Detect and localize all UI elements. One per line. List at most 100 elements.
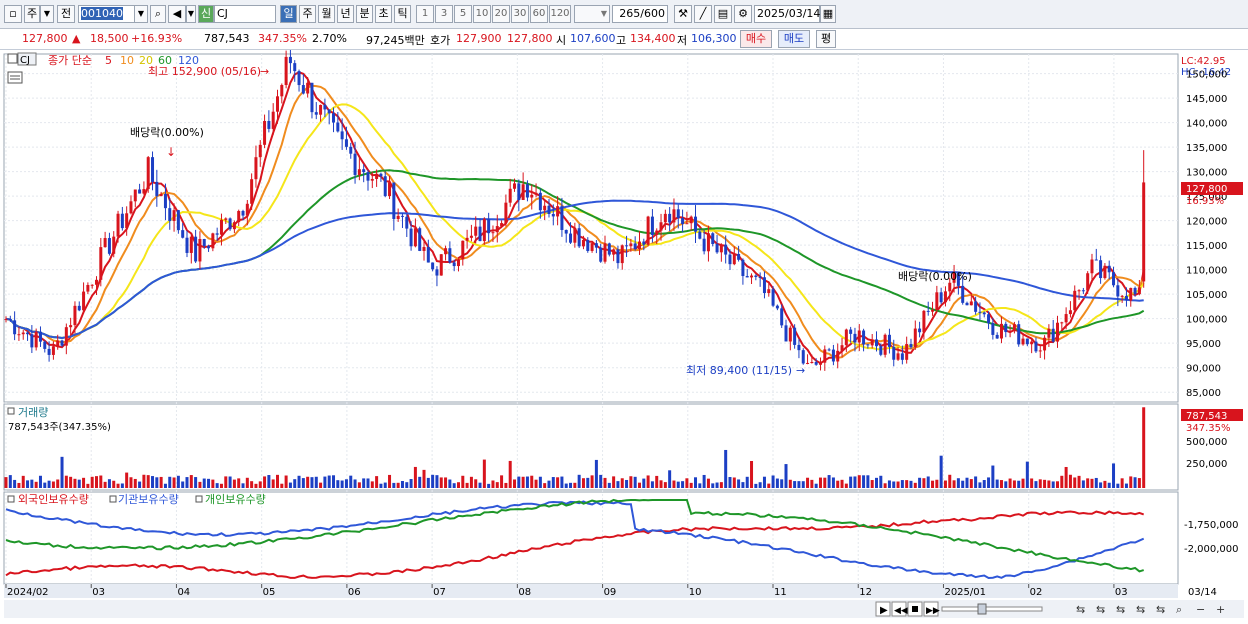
candle: [392, 182, 396, 219]
zoom-slider-handle[interactable]: [977, 603, 987, 615]
volume-bar: [172, 477, 176, 488]
tab-second[interactable]: 초: [375, 5, 392, 23]
count-input[interactable]: 265/600: [612, 5, 668, 23]
interval-select[interactable]: ▼: [574, 5, 610, 23]
tab-year[interactable]: 년: [337, 5, 354, 23]
volume-bar: [745, 476, 749, 488]
scroll-left-icon[interactable]: ⇆: [1076, 603, 1085, 616]
interval-60[interactable]: 60: [530, 5, 548, 23]
toolbar: ▫ 주 ▼ 전 001040 ▼ ⌕ ◀ ▼ 신 CJ 일 주 월 년 분 초 …: [0, 0, 1248, 29]
save-icon[interactable]: ▤: [714, 5, 732, 23]
x-label: 2025/01: [944, 587, 986, 598]
candle: [426, 247, 430, 263]
interval-1[interactable]: 1: [416, 5, 434, 23]
volume-bar: [1068, 474, 1072, 488]
volume-bar: [47, 480, 51, 488]
candle: [612, 249, 616, 255]
interval-120[interactable]: 120: [549, 5, 571, 23]
candle: [806, 362, 810, 364]
candle: [487, 218, 491, 234]
magnifier-icon[interactable]: ⌕: [1176, 603, 1182, 616]
zoom-slider[interactable]: [941, 606, 1043, 612]
code-dropdown-icon[interactable]: ▼: [134, 5, 148, 23]
navigation-bar: [4, 600, 1244, 618]
prev-button[interactable]: 전: [57, 5, 75, 23]
zoom-in-icon[interactable]: +: [1216, 603, 1225, 616]
stock-code-input[interactable]: 001040: [78, 5, 148, 23]
tab-minute[interactable]: 분: [356, 5, 373, 23]
tools-icon[interactable]: ⚒: [674, 5, 692, 23]
tab-month[interactable]: 월: [318, 5, 335, 23]
date-field[interactable]: 2025/03/14: [754, 5, 820, 23]
eval-button[interactable]: 평: [816, 30, 836, 48]
tab-tick[interactable]: 틱: [394, 5, 411, 23]
volume-tick-500k: 500,000: [1186, 437, 1227, 448]
volume-bar: [1124, 483, 1128, 488]
volume-box-icon[interactable]: [7, 407, 15, 415]
volume-bar: [926, 476, 930, 488]
volume-bar: [965, 477, 969, 488]
holding-box-icon[interactable]: [7, 495, 15, 503]
interval-10[interactable]: 10: [473, 5, 491, 23]
draw-icon[interactable]: ╱: [694, 5, 712, 23]
buy-button[interactable]: 매수: [740, 30, 772, 48]
volume-bar: [607, 482, 611, 488]
calculator-icon[interactable]: [7, 71, 23, 84]
interval-5[interactable]: 5: [454, 5, 472, 23]
scroll-right-icon[interactable]: ⇆: [1096, 603, 1105, 616]
interval-20[interactable]: 20: [492, 5, 510, 23]
chevron-down-icon[interactable]: ▼: [40, 5, 54, 23]
x-label: 05: [263, 587, 276, 598]
volume-bar: [840, 479, 844, 488]
x-label: 06: [348, 587, 361, 598]
volume-bar: [422, 469, 426, 488]
annotation-dividend-1: 배당락(0.00%): [130, 126, 204, 139]
zoom-out-icon[interactable]: −: [1196, 603, 1205, 616]
zoom-fit-icon[interactable]: ⇆: [1116, 603, 1125, 616]
candle: [961, 285, 965, 303]
volume-bar: [788, 479, 792, 488]
candle: [396, 215, 400, 219]
candle: [362, 169, 366, 173]
tab-day[interactable]: 일: [280, 5, 297, 23]
panel-box-icon[interactable]: [7, 53, 18, 64]
candle: [469, 235, 473, 238]
stock-chart[interactable]: CJ 종가 단순 5 10 20 60 120 최고 152,900 (05/1…: [0, 45, 1248, 621]
fit-all-icon[interactable]: ⇆: [1136, 603, 1145, 616]
volume-bar: [724, 449, 728, 488]
search-icon[interactable]: ⌕: [150, 5, 166, 23]
gear-icon[interactable]: ⚙: [734, 5, 752, 23]
candle: [577, 228, 581, 247]
chart-area[interactable]: CJ 종가 단순 5 10 20 60 120 최고 152,900 (05/1…: [0, 45, 1248, 621]
speaker-icon[interactable]: ◀: [168, 5, 186, 23]
candle: [1086, 273, 1090, 291]
play-icon[interactable]: [875, 601, 891, 617]
volume-bar: [663, 482, 667, 488]
rewind-icon[interactable]: [891, 601, 907, 617]
candle: [125, 213, 129, 229]
period-main-button[interactable]: 주: [24, 5, 40, 23]
candle: [840, 345, 844, 351]
volume-bar: [525, 476, 529, 488]
stock-name-field[interactable]: CJ: [214, 5, 276, 23]
candle: [185, 237, 189, 253]
interval-30[interactable]: 30: [511, 5, 529, 23]
candle: [422, 247, 426, 251]
tab-week[interactable]: 주: [299, 5, 316, 23]
price-tag-box: [1181, 182, 1243, 195]
ask-price: 127,900: [456, 32, 502, 45]
candle: [818, 362, 822, 365]
window-icon[interactable]: ▫: [4, 5, 22, 23]
speaker-dropdown-icon[interactable]: ▼: [186, 5, 196, 23]
volume-bar: [508, 460, 512, 488]
volume-bar: [883, 483, 887, 488]
calendar-icon[interactable]: ▦: [820, 5, 836, 23]
candle: [349, 146, 353, 154]
interval-3[interactable]: 3: [435, 5, 453, 23]
forward-icon[interactable]: [923, 601, 939, 617]
volume-bar: [892, 481, 896, 488]
volume-bar: [1077, 475, 1081, 488]
sell-button[interactable]: 매도: [778, 30, 810, 48]
compare-icon[interactable]: ⇆: [1156, 603, 1165, 616]
volume-bar: [603, 477, 607, 488]
